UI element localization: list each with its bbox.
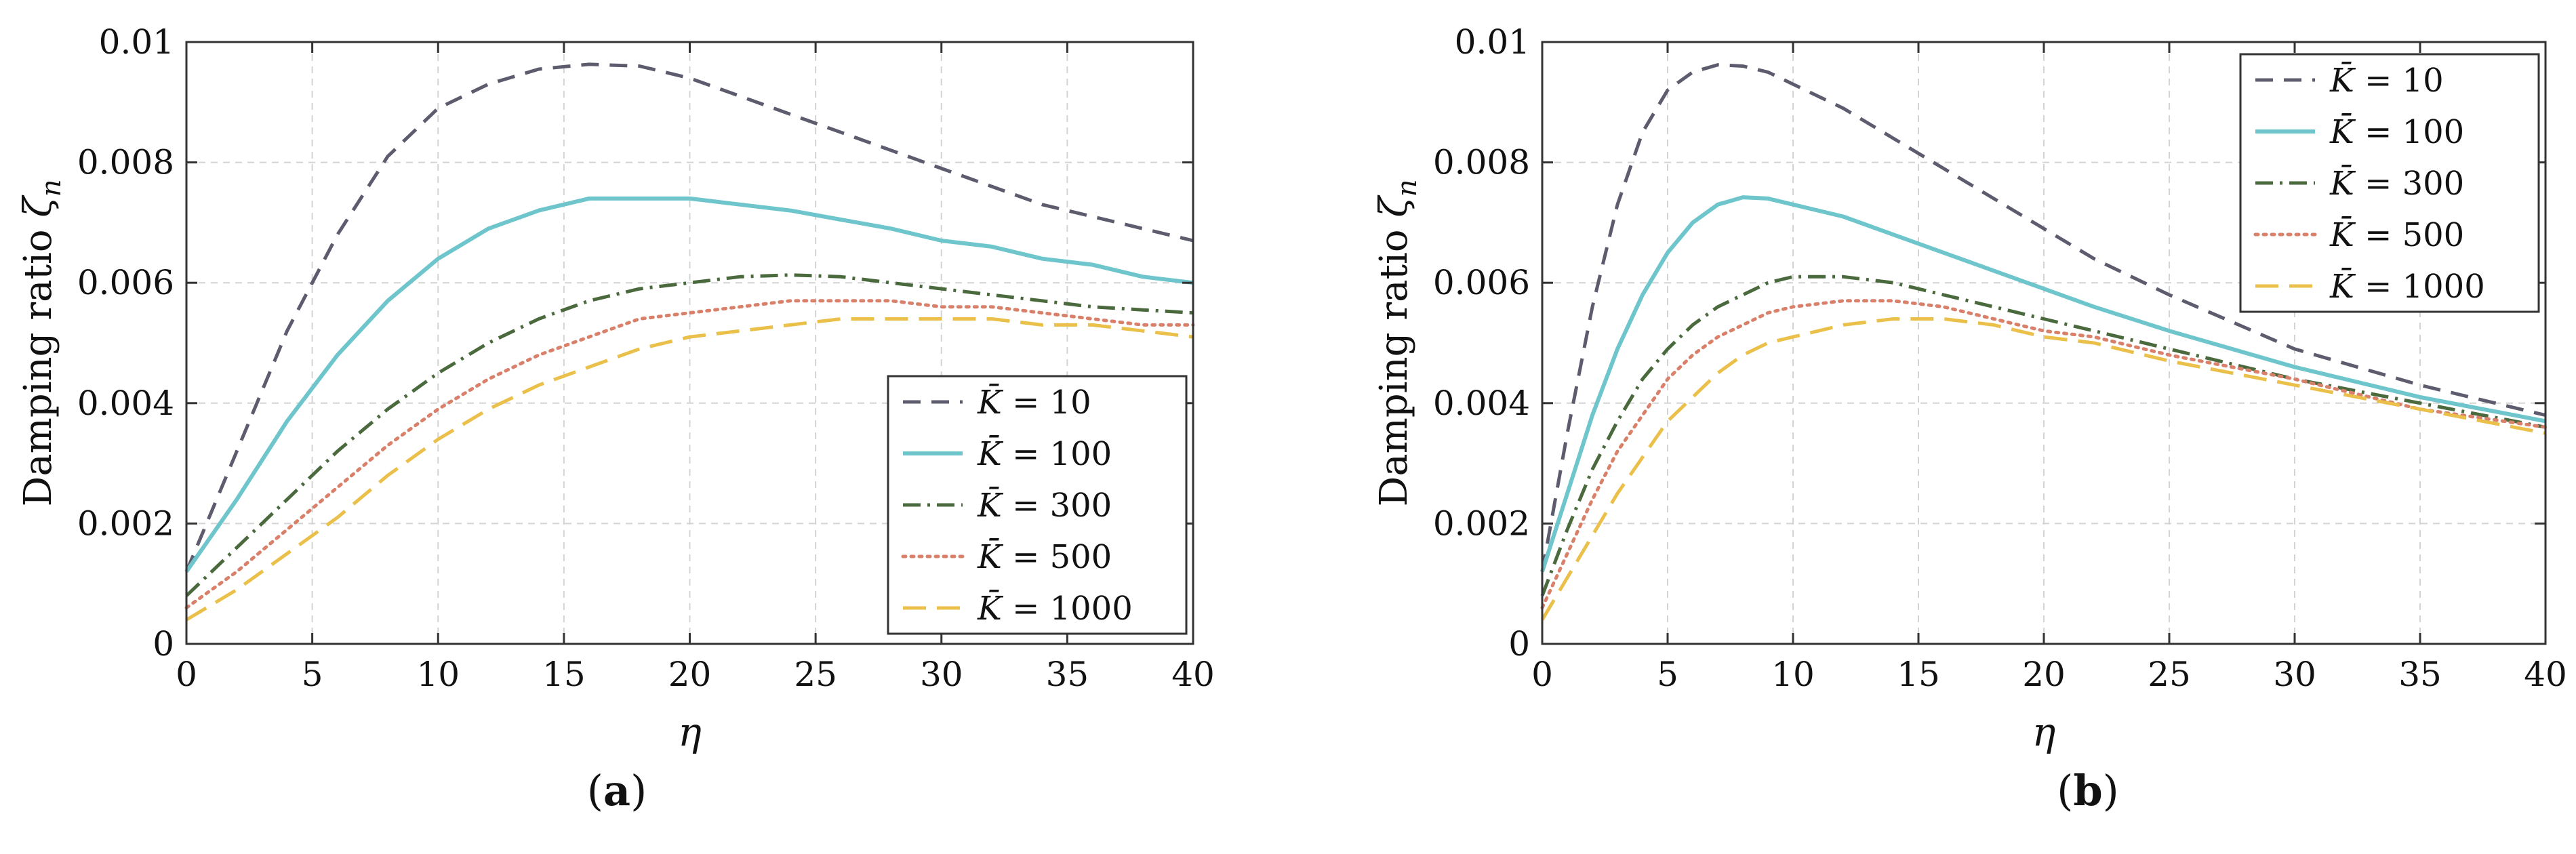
legend-symbol: K̄ bbox=[977, 588, 1004, 628]
y-tick-label-b: 0.004 bbox=[1433, 384, 1530, 423]
x-tick-label-a: 40 bbox=[1171, 655, 1215, 694]
chart-panel-a: 0 5 10 15 20 25 30 35 40 0 0.002 0.004 0.006 0.008 0.0… bbox=[16, 22, 1215, 755]
x-tick-label-a: 35 bbox=[1046, 655, 1089, 694]
legend-symbol: K̄ bbox=[977, 434, 1004, 473]
y-tick-label-a: 0.004 bbox=[77, 384, 174, 423]
series-line-b-10 bbox=[1540, 63, 2546, 572]
y-tick-label-a: 0 bbox=[153, 624, 174, 664]
series-line-a-500 bbox=[184, 299, 1195, 610]
legend-symbol: K̄ bbox=[977, 537, 1004, 576]
legend-item-b-10: K̄ = 10 bbox=[2255, 60, 2444, 100]
x-tick-label-a: 5 bbox=[302, 655, 323, 694]
caption-b: (b) bbox=[2057, 766, 2119, 815]
legend-item-b-100: K̄ = 100 bbox=[2255, 112, 2464, 151]
x-tick-label-b: 5 bbox=[1657, 655, 1678, 694]
y-tick-label-b: 0 bbox=[1508, 624, 1530, 664]
legend-item-a-100: K̄ = 100 bbox=[903, 434, 1112, 473]
y-tick-label-b: 0.008 bbox=[1433, 143, 1530, 182]
series-line-a-1000 bbox=[185, 317, 1194, 622]
legend-symbol: K̄ bbox=[2329, 266, 2356, 306]
legend-symbol: K̄ bbox=[2329, 163, 2356, 203]
legend-item-a-1000: K̄ = 1000 bbox=[903, 588, 1133, 628]
legend-label-b-300: K̄ = 300 bbox=[2329, 163, 2464, 203]
legend-symbol: K̄ bbox=[2329, 215, 2356, 254]
y-tick-label-b: 0.01 bbox=[1455, 22, 1530, 62]
legend-item-b-500: K̄ = 500 bbox=[2253, 215, 2464, 254]
legend-equals: = 1000 bbox=[2354, 268, 2485, 306]
legend-symbol: K̄ bbox=[2329, 112, 2356, 151]
legend-label-b-100: K̄ = 100 bbox=[2329, 112, 2464, 151]
y-tick-label-b: 0.002 bbox=[1433, 504, 1530, 543]
legend-equals: = 300 bbox=[2354, 165, 2464, 203]
legend-equals: = 10 bbox=[1002, 384, 1091, 422]
legend-label-a-300: K̄ = 300 bbox=[977, 485, 1112, 525]
y-tick-label-a: 0.006 bbox=[77, 263, 174, 302]
x-tick-label-b: 0 bbox=[1531, 655, 1553, 694]
legend-equals: = 10 bbox=[2354, 62, 2444, 100]
legend-label-a-10: K̄ = 10 bbox=[977, 382, 1091, 422]
y-axis-label-subscript-a: n bbox=[36, 179, 67, 197]
legend-label-b-500: K̄ = 500 bbox=[2329, 215, 2464, 254]
x-tick-label-a: 0 bbox=[176, 655, 197, 694]
legend-equals: = 300 bbox=[1002, 487, 1112, 525]
y-axis-label-symbol-a: ζ bbox=[16, 195, 60, 218]
x-tick-label-b: 40 bbox=[2524, 655, 2567, 694]
y-tick-label-a: 0.008 bbox=[77, 143, 174, 182]
legend-symbol: K̄ bbox=[977, 382, 1004, 422]
series-line-b-100 bbox=[1540, 195, 2546, 573]
caption-a: (a) bbox=[586, 766, 647, 815]
x-axis-label-b: η bbox=[2032, 709, 2056, 755]
legend-equals: = 1000 bbox=[1002, 590, 1133, 628]
legend-label-a-1000: K̄ = 1000 bbox=[977, 588, 1133, 628]
x-tick-label-a: 30 bbox=[920, 655, 963, 694]
legend-equals: = 100 bbox=[1002, 435, 1112, 473]
series-line-a-100 bbox=[184, 196, 1194, 573]
y-tick-label-a: 0.002 bbox=[77, 504, 174, 543]
legend-item-b-1000: K̄ = 1000 bbox=[2255, 266, 2485, 306]
x-tick-label-a: 10 bbox=[416, 655, 460, 694]
series-line-b-1000 bbox=[1540, 317, 2546, 621]
legend-item-b-300: K̄ = 300 bbox=[2255, 163, 2464, 203]
legend-label-b-10: K̄ = 10 bbox=[2329, 60, 2444, 100]
legend-symbol: K̄ bbox=[977, 485, 1004, 525]
x-tick-label-a: 15 bbox=[542, 655, 586, 694]
legend-symbol: K̄ bbox=[2329, 60, 2356, 100]
y-axis-label-text-a: Damping ratio bbox=[16, 218, 60, 507]
y-axis-label-b: Damping ratio ζn bbox=[1372, 179, 1423, 506]
x-tick-label-b: 25 bbox=[2148, 655, 2191, 694]
y-axis-label-subscript-b: n bbox=[1392, 179, 1423, 197]
x-tick-label-b: 15 bbox=[1897, 655, 1940, 694]
y-axis-label-a: Damping ratio ζn bbox=[16, 179, 67, 506]
legend-equals: = 500 bbox=[2354, 216, 2464, 254]
y-tick-label-b: 0.006 bbox=[1433, 263, 1530, 302]
legend-label-a-500: K̄ = 500 bbox=[977, 537, 1112, 576]
legend-equals: = 100 bbox=[2354, 113, 2464, 151]
series-line-b-300 bbox=[1540, 274, 2546, 596]
x-tick-label-b: 20 bbox=[2022, 655, 2066, 694]
y-tick-label-a: 0.01 bbox=[99, 22, 174, 62]
series-line-b-500 bbox=[1540, 299, 2548, 610]
x-tick-label-b: 30 bbox=[2273, 655, 2316, 694]
x-axis-label-a: η bbox=[678, 709, 702, 755]
y-axis-label-text-b: Damping ratio bbox=[1372, 218, 1416, 507]
legend-equals: = 500 bbox=[1002, 538, 1112, 576]
legend-label-a-100: K̄ = 100 bbox=[977, 434, 1112, 473]
legend-item-a-300: K̄ = 300 bbox=[903, 485, 1112, 525]
series-line-a-10 bbox=[184, 62, 1194, 573]
legend-item-a-500: K̄ = 500 bbox=[901, 537, 1112, 576]
x-tick-label-b: 10 bbox=[1771, 655, 1815, 694]
legend-label-b-1000: K̄ = 1000 bbox=[2329, 266, 2485, 306]
x-tick-label-a: 20 bbox=[668, 655, 712, 694]
x-tick-label-b: 35 bbox=[2398, 655, 2442, 694]
legend-item-a-10: K̄ = 10 bbox=[903, 382, 1091, 422]
chart-panel-b: 0 5 10 15 20 25 30 35 40 0 0.002 0.004 0.006 0.008 0.0… bbox=[1372, 22, 2567, 755]
y-axis-label-symbol-b: ζ bbox=[1372, 195, 1416, 218]
x-tick-label-a: 25 bbox=[794, 655, 837, 694]
